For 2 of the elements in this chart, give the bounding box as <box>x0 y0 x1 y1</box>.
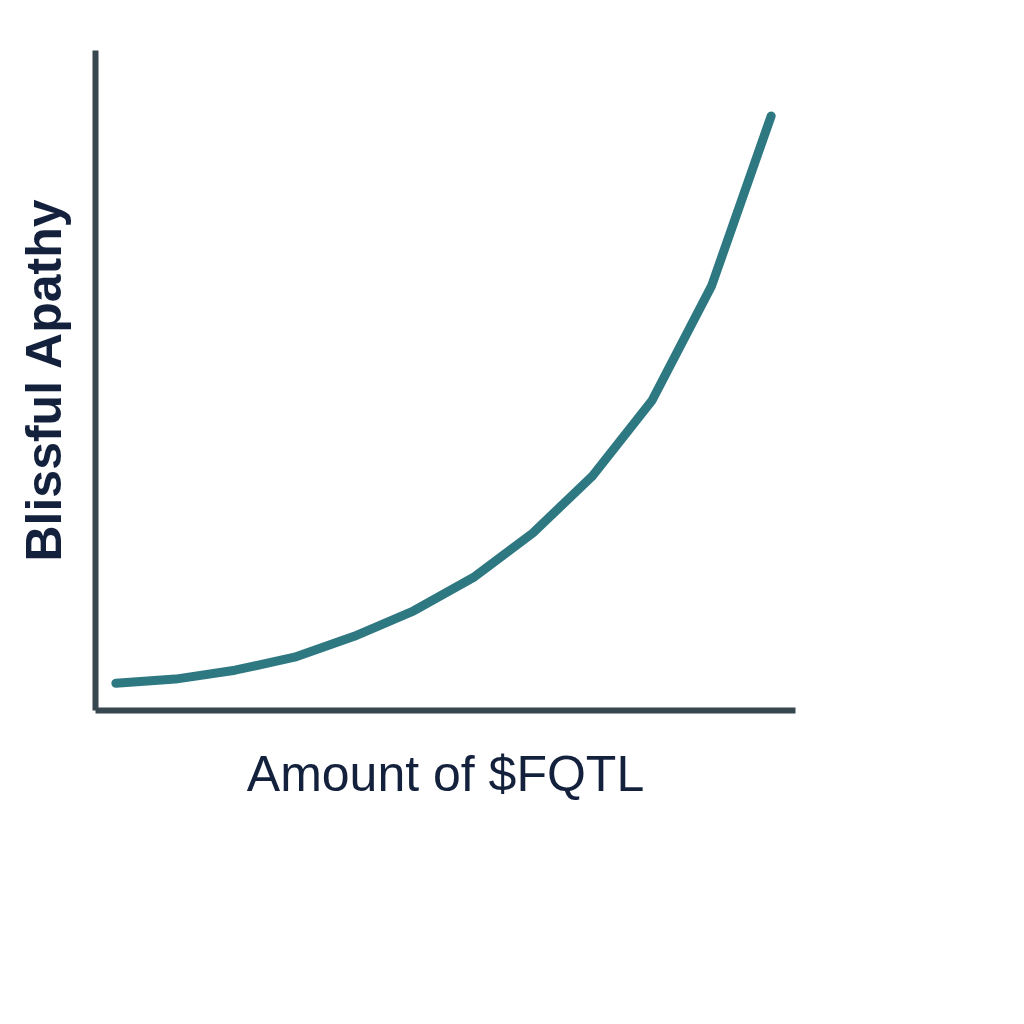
x-axis-title: Amount of $FQTL <box>246 745 645 802</box>
y-axis-title: Blissful Apathy <box>15 199 72 562</box>
